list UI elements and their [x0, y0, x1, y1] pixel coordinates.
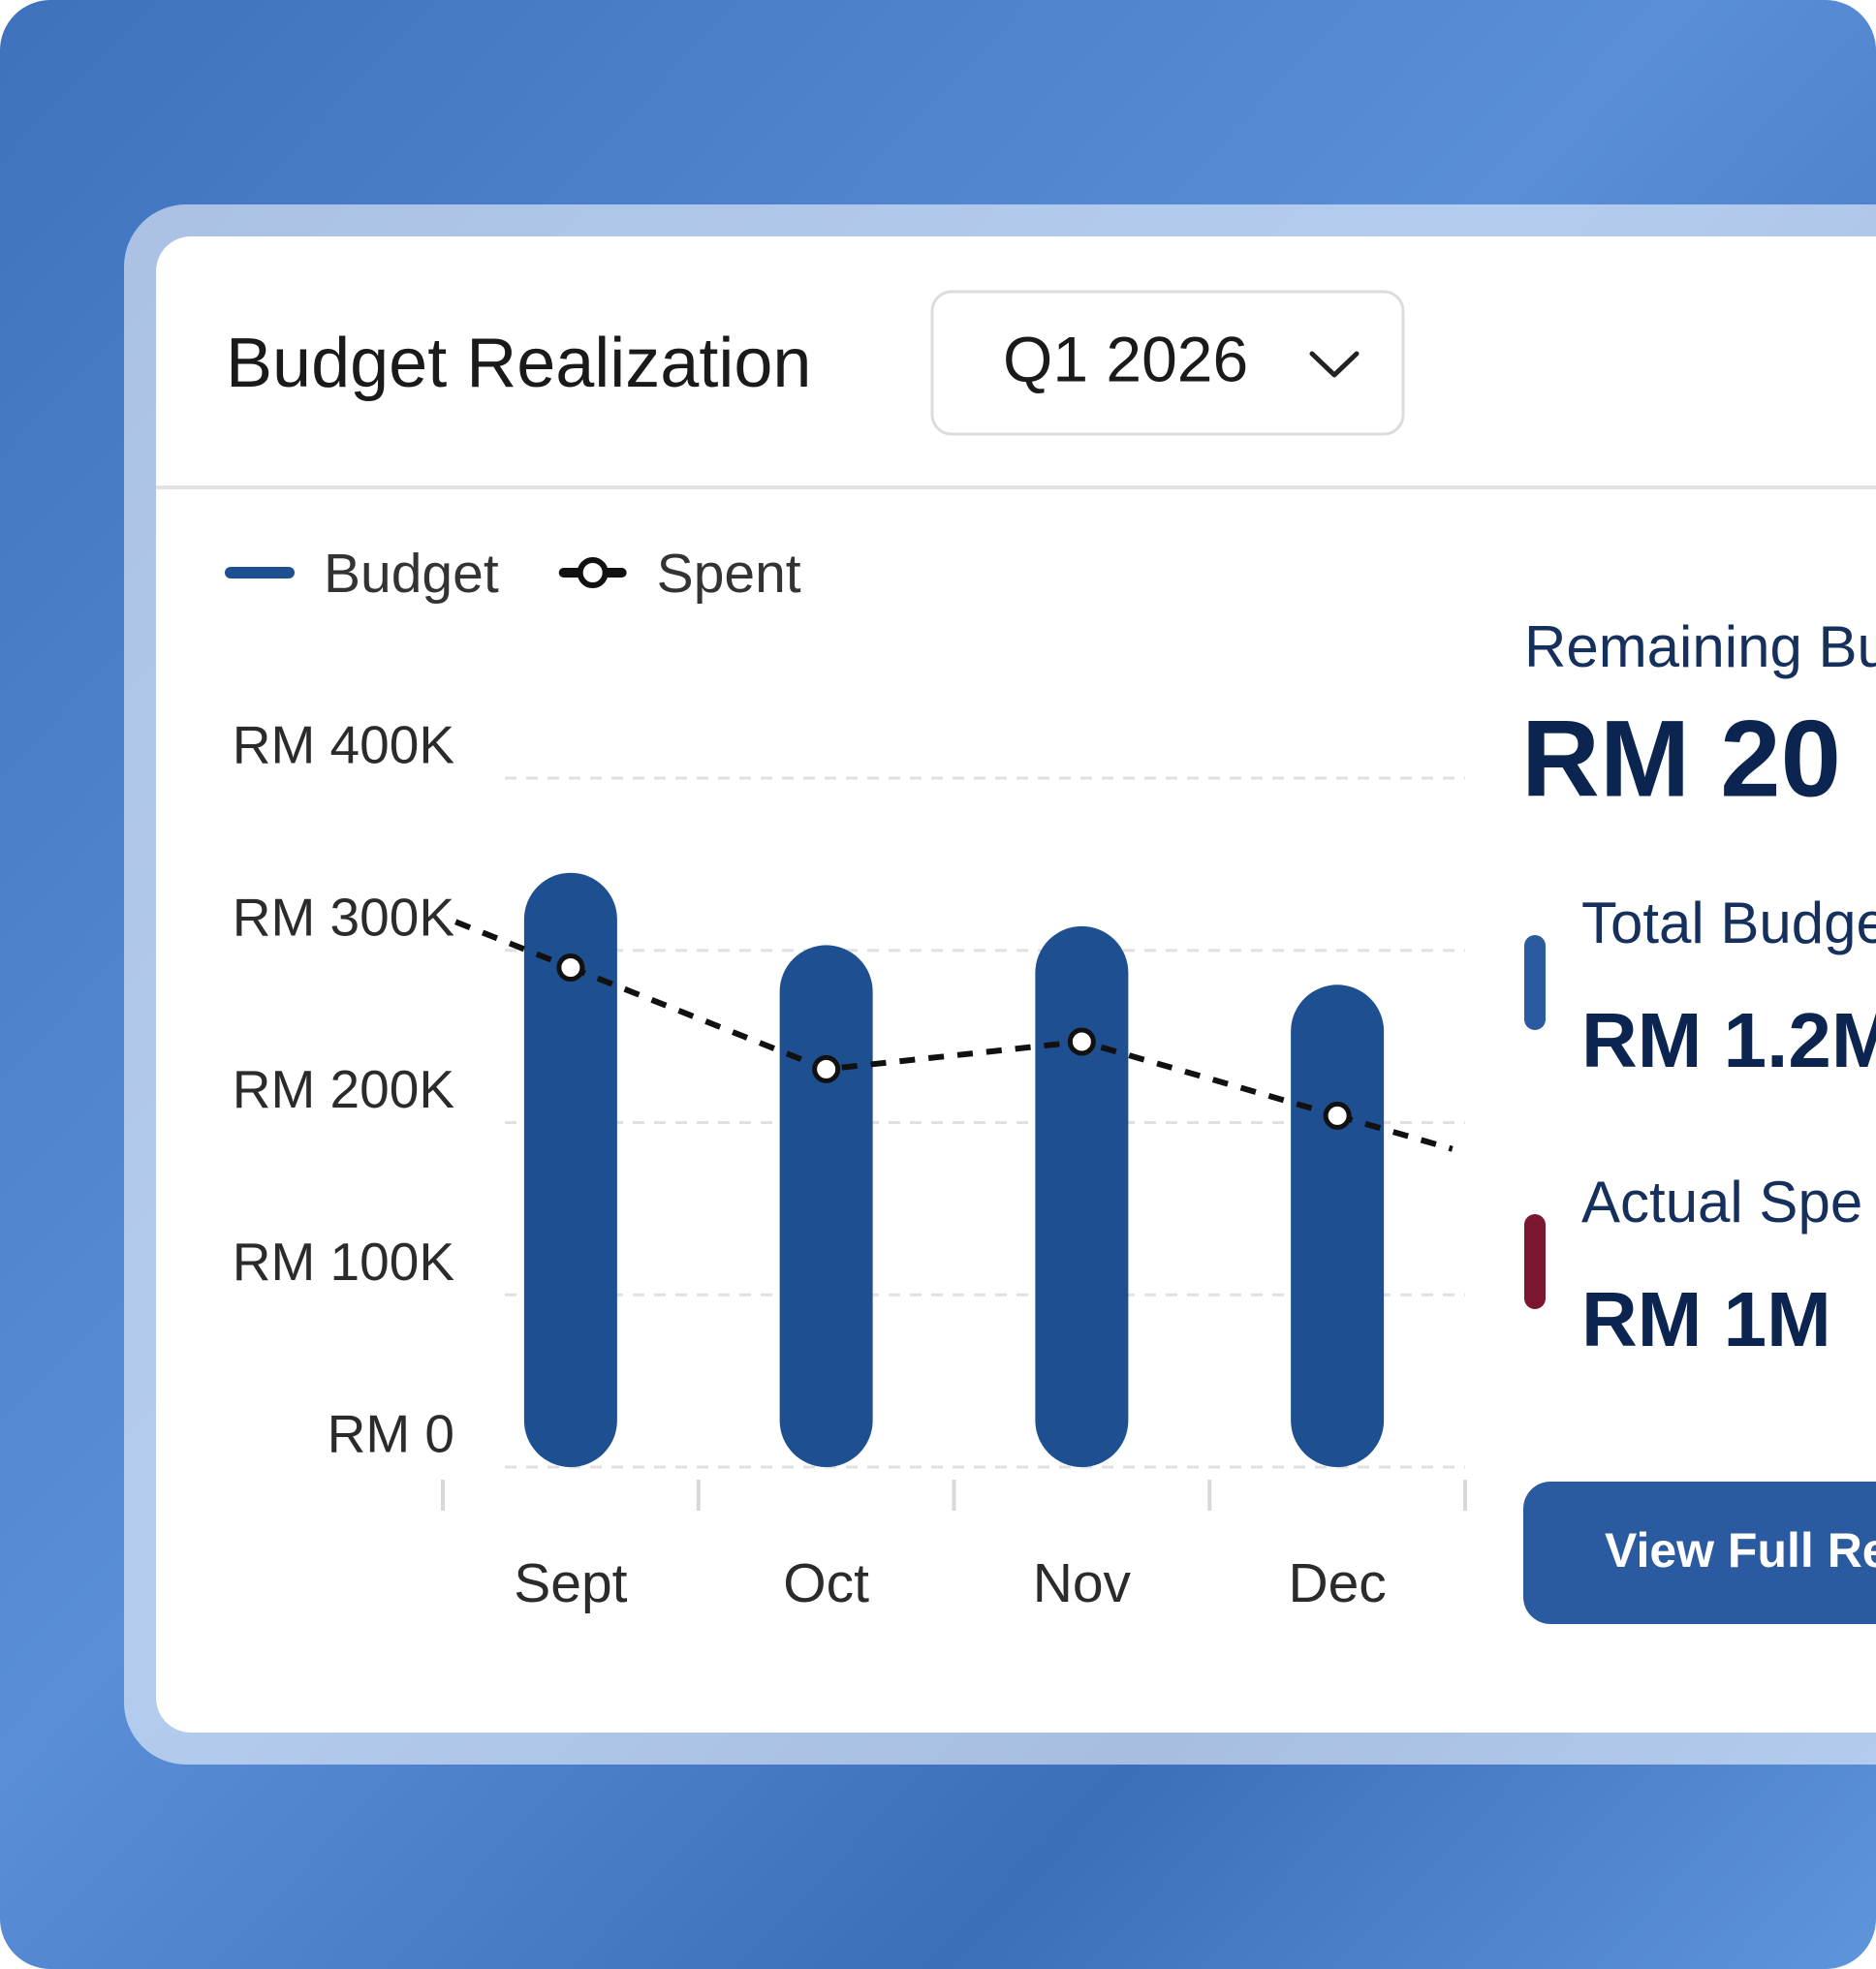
card-title: Budget Realization: [226, 325, 811, 402]
bar: [779, 945, 873, 1467]
spent-point: [556, 953, 585, 983]
summary-label: Actual Spe: [1581, 1170, 1862, 1235]
view-report-button[interactable]: [1523, 1482, 1876, 1624]
summary-value: RM 1M: [1581, 1276, 1831, 1362]
y-tick-label: RM 0: [328, 1404, 454, 1464]
remaining-label: Remaining Bu: [1524, 614, 1876, 679]
period-dropdown[interactable]: [930, 290, 1405, 436]
summary-indicator: [1524, 1214, 1546, 1309]
spent-point: [1067, 1027, 1096, 1056]
x-tick-label: Nov: [1033, 1552, 1132, 1614]
bar: [523, 872, 617, 1467]
x-tick-label: Sept: [514, 1552, 627, 1614]
y-tick-label: RM 100K: [233, 1232, 455, 1292]
line-extension: [454, 919, 572, 971]
legend-marker: [577, 557, 609, 588]
x-tick-label: Dec: [1288, 1552, 1386, 1614]
view-report-label[interactable]: View Full Re: [1605, 1523, 1876, 1578]
bar: [1291, 984, 1385, 1467]
x-tick-label: Oct: [783, 1552, 869, 1614]
legend-label: Budget: [324, 543, 499, 605]
summary-panel: Remaining Bu RM 20 Total Budge RM 1.2M Actua…: [1521, 614, 1876, 1624]
remaining-value: RM 20: [1521, 699, 1841, 820]
spent-point: [1323, 1101, 1352, 1130]
y-tick-label: RM 400K: [233, 715, 455, 775]
dropdown-chevron[interactable]: [1309, 351, 1360, 378]
period-value[interactable]: Q1 2026: [1003, 323, 1248, 394]
legend-label: Spent: [657, 543, 801, 605]
chart: Budget Spent RM 0 RM 100K RM 200K RM 300K RM 4…: [225, 543, 1467, 1614]
line-extension: [1336, 1112, 1454, 1152]
y-tick-label: RM 200K: [233, 1059, 455, 1119]
summary-label: Total Budge: [1581, 891, 1876, 955]
y-tick-label: RM 300K: [233, 887, 455, 947]
bar: [1035, 925, 1129, 1467]
summary-indicator: [1524, 935, 1546, 1030]
summary-value: RM 1.2M: [1581, 997, 1876, 1083]
spent-point: [812, 1054, 841, 1083]
